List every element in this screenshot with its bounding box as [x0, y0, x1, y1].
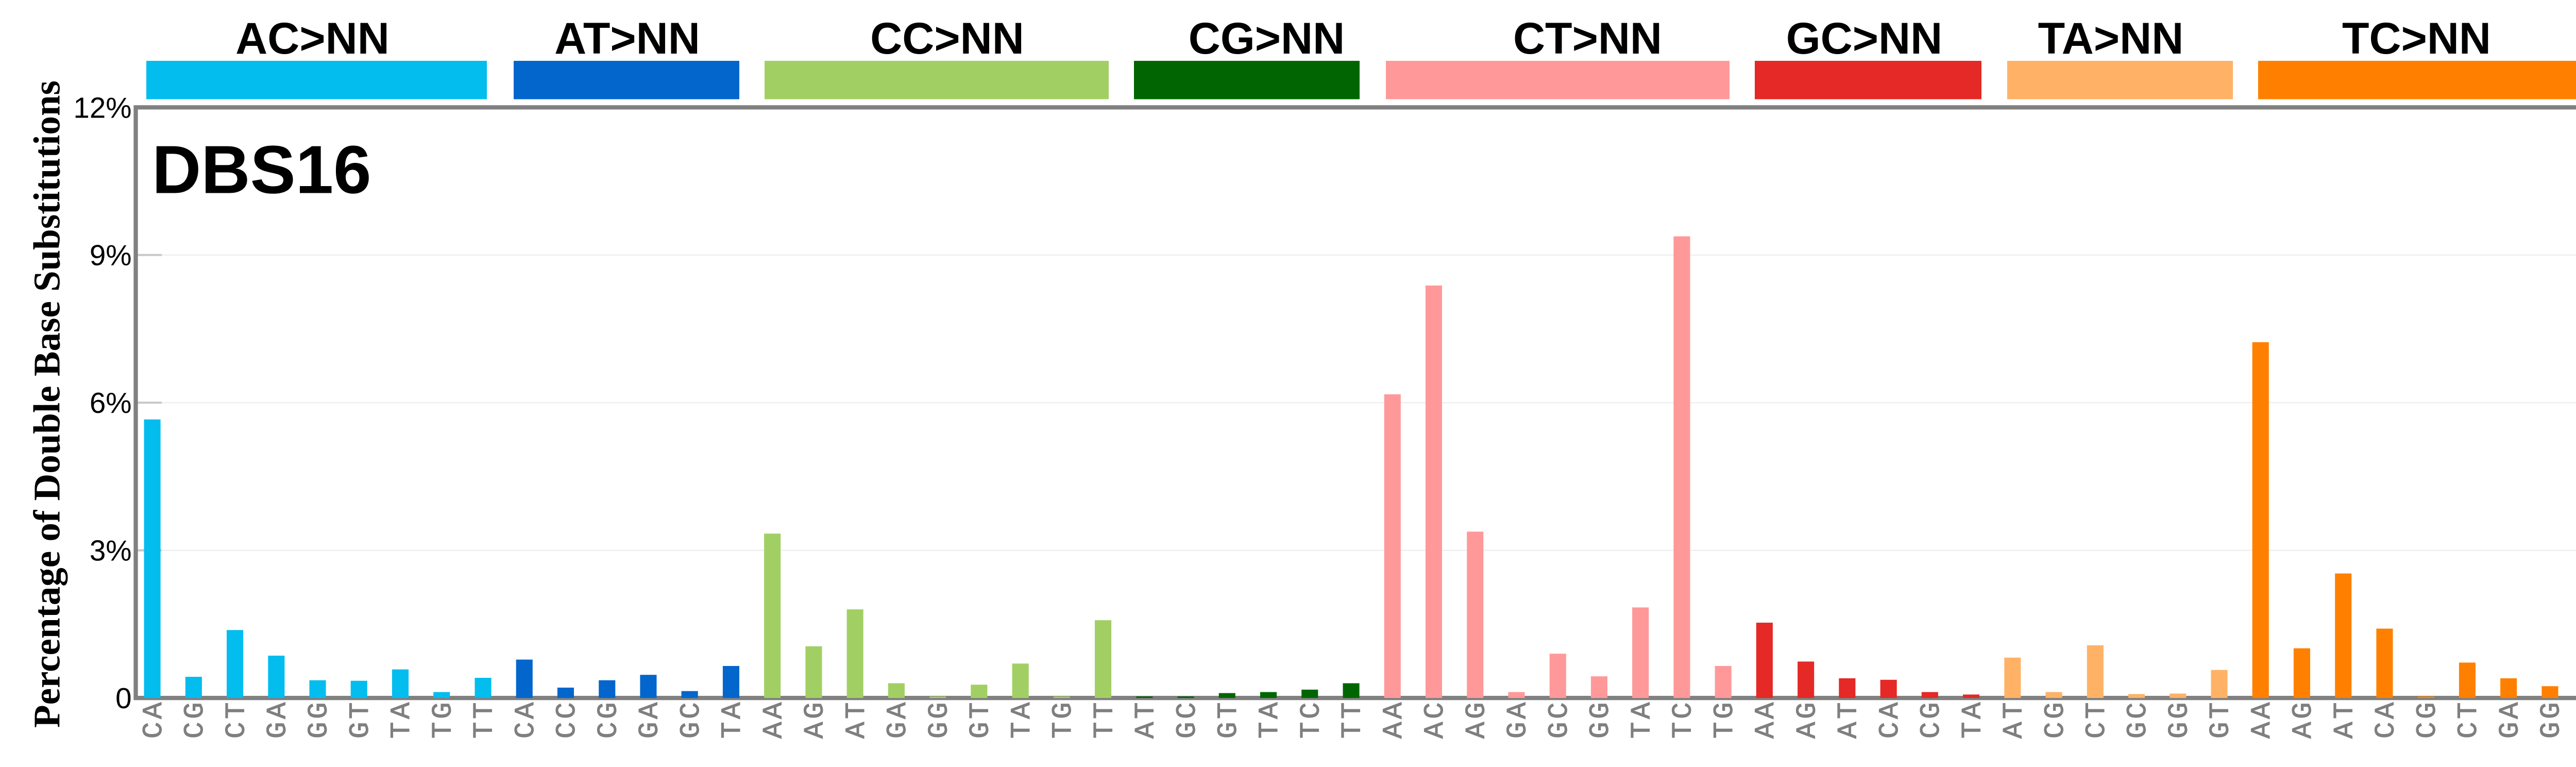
svg-text:TG: TG — [428, 699, 460, 739]
svg-text:TG: TG — [1709, 699, 1741, 739]
svg-text:GA: GA — [1503, 699, 1534, 739]
svg-text:12%: 12% — [73, 91, 131, 124]
svg-text:AT: AT — [1834, 699, 1865, 739]
svg-text:CT: CT — [2081, 699, 2113, 739]
svg-text:TA: TA — [1957, 699, 1989, 739]
svg-text:AT: AT — [2329, 699, 2361, 739]
svg-text:GC: GC — [676, 699, 707, 739]
svg-text:AG: AG — [2288, 699, 2319, 739]
svg-text:TA: TA — [717, 699, 749, 739]
svg-text:AA: AA — [758, 699, 790, 739]
svg-text:AC: AC — [1420, 699, 1451, 739]
svg-text:AA: AA — [2247, 699, 2278, 739]
svg-text:CA: CA — [511, 699, 542, 739]
svg-text:CA: CA — [139, 699, 170, 739]
svg-text:TA: TA — [1626, 699, 1658, 739]
svg-text:CA: CA — [1875, 699, 1906, 739]
svg-text:GG: GG — [924, 699, 955, 739]
svg-text:9%: 9% — [90, 239, 132, 272]
svg-text:GC: GC — [1172, 699, 1204, 739]
svg-text:6%: 6% — [90, 387, 132, 419]
svg-text:AT: AT — [1999, 699, 2030, 739]
svg-text:GC: GC — [1544, 699, 1575, 739]
svg-text:CG: CG — [2412, 699, 2444, 739]
svg-text:TA: TA — [1007, 699, 1038, 739]
svg-text:Percentage of Double Base Subs: Percentage of Double Base Substitutions — [26, 80, 68, 728]
svg-text:TC>NN: TC>NN — [2342, 14, 2491, 63]
svg-text:AT>NN: AT>NN — [554, 14, 700, 63]
svg-text:CA: CA — [2371, 699, 2402, 739]
svg-text:CC: CC — [552, 699, 583, 739]
svg-text:CT: CT — [2453, 699, 2485, 739]
svg-text:CG: CG — [1916, 699, 1947, 739]
svg-text:GT: GT — [965, 699, 997, 739]
svg-text:CG: CG — [593, 699, 624, 739]
svg-text:CG: CG — [2040, 699, 2072, 739]
svg-text:GT: GT — [1213, 699, 1245, 739]
svg-text:GG: GG — [304, 699, 335, 739]
svg-text:GA: GA — [635, 699, 666, 739]
svg-text:AA: AA — [1379, 699, 1410, 739]
svg-text:CT>NN: CT>NN — [1513, 14, 1662, 63]
svg-text:GA: GA — [263, 699, 294, 739]
svg-text:GC: GC — [2123, 699, 2154, 739]
svg-text:AG: AG — [800, 699, 832, 739]
svg-text:TA: TA — [1255, 699, 1286, 739]
svg-text:AG: AG — [1461, 699, 1493, 739]
svg-text:TA: TA — [386, 699, 418, 739]
svg-text:GG: GG — [1585, 699, 1617, 739]
svg-text:GA: GA — [883, 699, 914, 739]
svg-text:GT: GT — [2206, 699, 2237, 739]
svg-text:TG: TG — [1048, 699, 1079, 739]
svg-text:GG: GG — [2164, 699, 2196, 739]
svg-text:TC: TC — [1296, 699, 1328, 739]
svg-text:CT: CT — [221, 699, 252, 739]
svg-text:DBS16: DBS16 — [152, 132, 371, 208]
svg-text:GG: GG — [2536, 699, 2568, 739]
svg-text:TT: TT — [1337, 699, 1369, 739]
svg-text:AG: AG — [1792, 699, 1823, 739]
svg-text:0: 0 — [115, 682, 131, 714]
svg-text:AT: AT — [1131, 699, 1162, 739]
svg-text:GC>NN: GC>NN — [1786, 14, 1942, 63]
svg-text:TC: TC — [1668, 699, 1700, 739]
svg-text:GA: GA — [2495, 699, 2526, 739]
svg-text:CG: CG — [180, 699, 211, 739]
svg-text:AC>NN: AC>NN — [235, 14, 389, 63]
svg-text:AA: AA — [1751, 699, 1782, 739]
svg-text:TT: TT — [469, 699, 501, 739]
svg-text:CC>NN: CC>NN — [870, 14, 1024, 63]
svg-text:CG>NN: CG>NN — [1189, 14, 1345, 63]
svg-text:AT: AT — [841, 699, 873, 739]
svg-text:GT: GT — [345, 699, 377, 739]
svg-text:TT: TT — [1089, 699, 1121, 739]
svg-text:3%: 3% — [90, 535, 132, 567]
svg-text:TA>NN: TA>NN — [2038, 14, 2184, 63]
